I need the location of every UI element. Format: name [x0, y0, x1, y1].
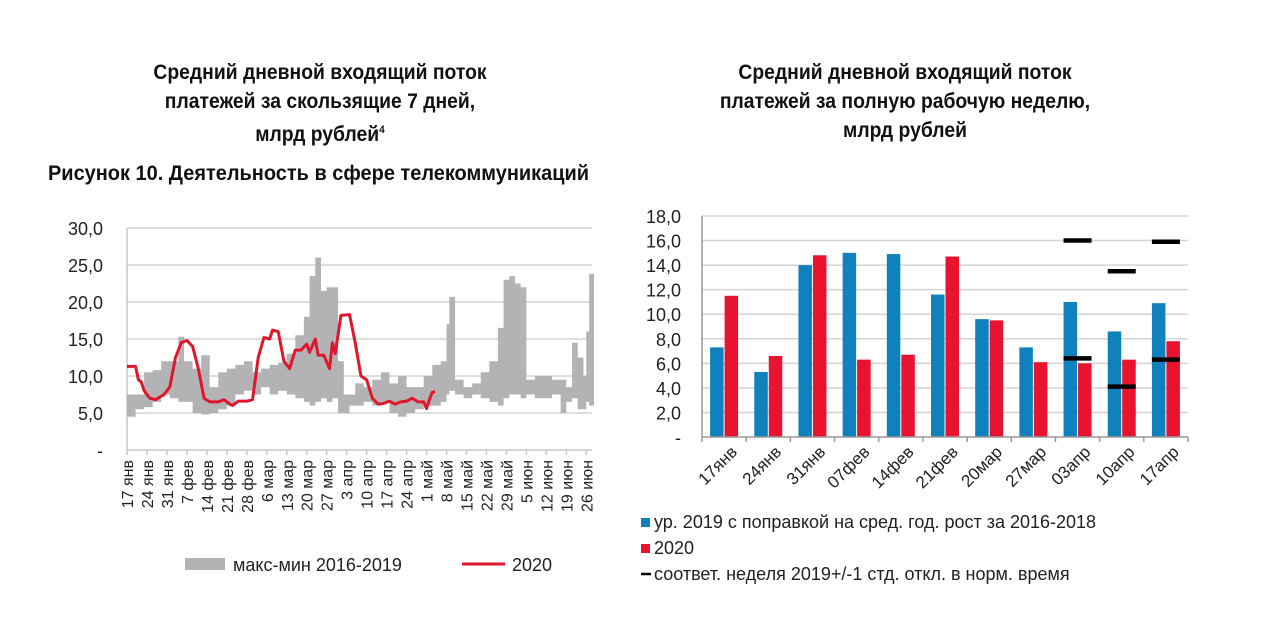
left-xtick-label: 31 янв: [160, 460, 177, 508]
right-ytick-label: 16,0: [646, 232, 681, 252]
right-title-line-1: Средний дневной входящий поток: [738, 61, 1072, 84]
left-xtick-label: 6 мар: [260, 460, 277, 502]
bar-2020: [989, 320, 1004, 437]
left-xtick-label: 1 май: [420, 460, 437, 502]
left-xtick-label: 17 янв: [120, 460, 137, 508]
right-xtick-label: 31янв: [783, 442, 829, 488]
legend-band-label: макс-мин 2016-2019: [233, 555, 402, 575]
right-ytick-label: 6,0: [656, 354, 681, 374]
left-ytick-label: -: [97, 441, 103, 461]
left-xtick-label: 5 июн: [519, 460, 536, 503]
left-ytick-label: 25,0: [68, 256, 103, 276]
right-title-line-2: платежей за полную рабочую неделю,: [719, 90, 1091, 113]
bar-2019-adjusted: [754, 371, 768, 437]
legend-marker-label: соответ. неделя 2019+/-1 стд. откл. в но…: [654, 564, 1070, 584]
right-xtick-label: 17янв: [695, 442, 741, 488]
right-xtick-label: 10апр: [1092, 442, 1139, 489]
left-ytick-label: 5,0: [78, 404, 103, 424]
left-xtick-label: 17 апр: [380, 460, 397, 509]
footnote-marker: 4: [379, 124, 385, 136]
bar-2019-adjusted: [710, 347, 724, 437]
bar-2019-adjusted: [975, 319, 989, 437]
left-ytick-label: 30,0: [68, 219, 103, 239]
figure-caption: Рисунок 10. Деятельность в сфере телеком…: [48, 162, 590, 185]
left-xtick-label: 15 май: [459, 460, 476, 511]
right-title-line-3: млрд рублей: [843, 119, 967, 142]
left-xtick-label: 13 мар: [280, 460, 297, 511]
left-chart-title: Средний дневной входящий поток платежей …: [90, 58, 550, 149]
left-ytick-label: 10,0: [68, 367, 103, 387]
left-xtick-label: 10 апр: [360, 460, 377, 509]
right-xtick-label: 20мар: [958, 442, 1006, 490]
right-xtick-label: 17апр: [1136, 442, 1183, 489]
legend-2020-bar-label: 2020: [654, 538, 694, 558]
bar-2019-adjusted: [1151, 303, 1166, 437]
bar-2019-adjusted: [886, 254, 901, 437]
left-xtick-label: 24 янв: [140, 460, 157, 508]
right-ytick-label: 14,0: [646, 256, 681, 276]
bar-2020: [1033, 362, 1048, 437]
left-xtick-label: 26 июн: [579, 460, 596, 512]
left-xtick-label: 8 май: [440, 460, 457, 502]
right-xtick-label: 07фев: [824, 442, 874, 492]
right-xtick-label: 24янв: [739, 442, 785, 488]
right-xtick-label: 03апр: [1048, 442, 1095, 489]
left-xtick-label: 20 мар: [300, 460, 317, 511]
band-max-min-2016-2019: [127, 257, 594, 417]
bar-2020: [812, 255, 827, 437]
legend-2020-bar-swatch: [641, 544, 650, 553]
left-xtick-label: 27 мар: [320, 460, 337, 511]
legend-band-swatch: [185, 558, 225, 570]
right-ytick-label: 12,0: [646, 281, 681, 301]
right-ytick-label: -: [675, 428, 681, 448]
left-xtick-label: 19 июн: [559, 460, 576, 512]
right-ytick-label: 2,0: [656, 403, 681, 423]
left-xtick-label: 3 апр: [340, 460, 357, 500]
left-title-line-3-text: млрд рублей: [255, 123, 380, 146]
right-ytick-label: 4,0: [656, 379, 681, 399]
left-xtick-label: 14 фев: [200, 460, 217, 513]
right-xtick-label: 14фев: [868, 442, 918, 492]
bar-2019-adjusted: [931, 294, 945, 437]
right-ytick-label: 8,0: [656, 330, 681, 350]
right-chart-title: Средний дневной входящий поток платежей …: [670, 58, 1139, 145]
bar-2020: [945, 256, 959, 437]
bar-2020: [724, 295, 739, 437]
left-xtick-label: 21 фев: [220, 460, 237, 513]
left-xtick-label: 28 фев: [240, 460, 257, 513]
legend-2019-swatch: [641, 518, 650, 527]
left-xtick-label: 29 май: [499, 460, 516, 511]
left-title-line-1: Средний дневной входящий поток: [153, 61, 487, 84]
legend-2019-label: ур. 2019 с поправкой на сред. год. рост …: [654, 512, 1096, 532]
bar-2019-adjusted: [842, 252, 857, 437]
left-ytick-label: 15,0: [68, 330, 103, 350]
bar-2020: [1122, 359, 1136, 437]
left-ytick-label: 20,0: [68, 293, 103, 313]
bar-2020: [1078, 363, 1092, 437]
bar-2020: [901, 354, 915, 437]
bar-2020: [1166, 341, 1180, 437]
bar-2019-adjusted: [1019, 347, 1033, 437]
right-xtick-label: 21фев: [912, 442, 962, 492]
left-xtick-label: 24 апр: [400, 460, 417, 509]
bar-2020: [768, 355, 783, 437]
left-title-line-3: млрд рублей4: [90, 116, 550, 149]
left-xtick-label: 12 июн: [539, 460, 556, 512]
bar-2019-adjusted: [798, 265, 812, 437]
legend-2020-label: 2020: [512, 555, 552, 575]
left-title-line-2: платежей за скользящие 7 дней,: [164, 90, 476, 113]
bar-2020: [857, 359, 871, 437]
bar-2019-adjusted: [1107, 331, 1122, 437]
left-xtick-label: 22 май: [479, 460, 496, 511]
left-xtick-label: 7 фев: [180, 460, 197, 504]
bar-2019-adjusted: [1063, 301, 1078, 437]
right-ytick-label: 10,0: [646, 305, 681, 325]
right-ytick-label: 18,0: [646, 207, 681, 227]
right-xtick-label: 27мар: [1002, 442, 1050, 490]
